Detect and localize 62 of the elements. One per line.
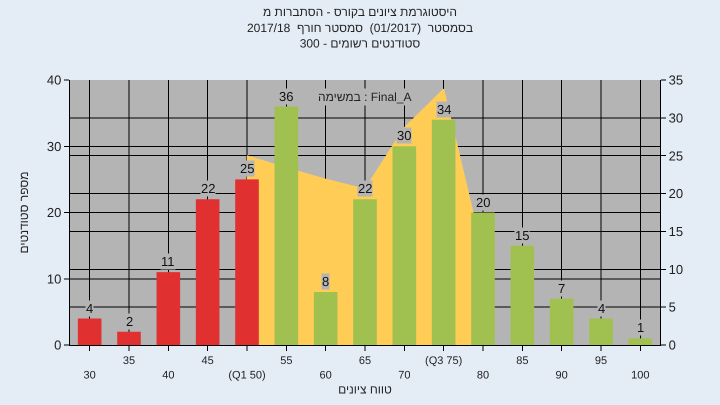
data-label: 8	[322, 274, 330, 289]
bar	[274, 106, 298, 345]
y-tick-label: 40	[46, 72, 62, 88]
data-label: 4	[598, 301, 606, 316]
bar	[196, 199, 220, 345]
x-tick-label: 30	[84, 370, 96, 382]
bar	[432, 120, 456, 345]
bar	[392, 146, 416, 345]
data-label: 25	[240, 161, 254, 176]
y-tick-label: 0	[54, 338, 62, 353]
x-tick-label: 70	[398, 370, 410, 382]
data-label: 22	[358, 181, 372, 196]
y2-tick-label: 5	[668, 300, 676, 315]
x-tick-label: (Q3 75)	[425, 355, 462, 368]
bar	[353, 199, 377, 345]
data-label: 15	[515, 228, 530, 243]
bar	[117, 332, 141, 345]
x-tick-label: 85	[516, 355, 528, 368]
chart-title: היסטוגרמת ציונים בקורס - הסתברות מ בסמסטר (01/2017) סמסטר חורף 2017/18 סטודנטים רשומים - 300	[246, 5, 474, 50]
x-tick-label: 80	[476, 370, 490, 382]
bar	[550, 298, 574, 345]
y2-tick-label: 10	[668, 262, 684, 277]
x-axis-title: טווח ציונים	[338, 382, 392, 396]
x-tick-label: 40	[162, 370, 174, 382]
x-tick-label: 35	[122, 355, 136, 368]
bar	[78, 318, 102, 345]
x-tick-label: (Q1 50)	[228, 370, 266, 382]
data-label: 7	[558, 281, 566, 296]
data-label: 4	[86, 301, 94, 316]
annotation: במשימה : Final_A	[318, 90, 412, 104]
bar	[314, 292, 338, 345]
y2-tick-label: 25	[668, 148, 684, 164]
x-tick-label: 95	[594, 355, 608, 368]
data-label: 20	[476, 195, 490, 210]
data-label: 34	[437, 102, 452, 117]
x-tick-label: 100	[631, 370, 650, 382]
y2-tick-label: 0	[668, 338, 676, 353]
data-label: 11	[161, 254, 174, 269]
x-tick-label: 90	[556, 370, 568, 382]
y2-tick-label: 15	[668, 224, 684, 239]
y2-tick-label: 30	[668, 110, 684, 126]
data-label: 2	[126, 314, 134, 329]
data-label: 1	[637, 320, 644, 335]
x-tick-label: 60	[320, 370, 332, 382]
bar	[628, 338, 652, 345]
x-tick-label: 55	[280, 355, 292, 368]
bar	[510, 246, 534, 345]
y-tick-label: 30	[46, 138, 62, 154]
x-tick-label: 65	[358, 355, 372, 368]
bar	[235, 179, 259, 345]
y2-tick-label: 20	[668, 186, 684, 202]
bar	[156, 272, 180, 345]
bar	[471, 212, 495, 345]
x-tick-label: 45	[202, 355, 214, 368]
y2-tick-label: 35	[668, 72, 684, 88]
y-tick-label: 10	[46, 271, 62, 286]
y-axis-title: מספר סטודנטים	[17, 171, 32, 254]
data-label: 36	[279, 89, 294, 104]
data-label: 22	[201, 181, 216, 196]
bar	[589, 318, 613, 345]
y-tick-label: 20	[46, 205, 62, 220]
data-label: 30	[397, 128, 412, 143]
